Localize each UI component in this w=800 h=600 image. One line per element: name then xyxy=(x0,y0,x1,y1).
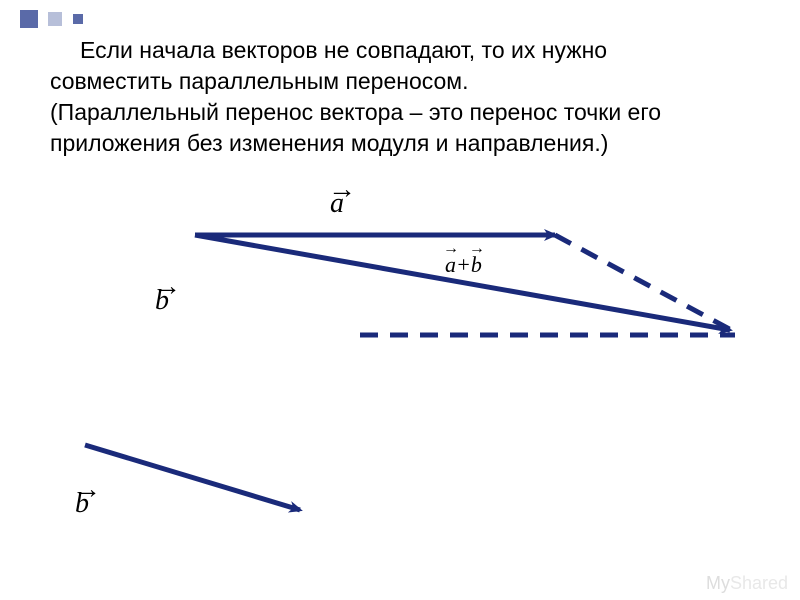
vector-b-dashed-diag xyxy=(555,235,735,332)
deco-sq-3 xyxy=(73,14,83,24)
paragraph: Если начала векторов не совпадают, то их… xyxy=(50,35,770,159)
label-sum: →a+→b xyxy=(445,252,482,278)
watermark: MyShared xyxy=(706,573,788,594)
corner-decoration xyxy=(20,10,89,28)
watermark-left: My xyxy=(706,573,730,593)
text-line-4: приложения без изменения модуля и направ… xyxy=(50,130,608,156)
label-b-bottom: →b xyxy=(75,488,89,520)
vector-b-bottom xyxy=(85,445,300,510)
label-a: →a xyxy=(330,188,344,220)
watermark-right: Shared xyxy=(730,573,788,593)
text-line-1: Если начала векторов не совпадают, то их… xyxy=(80,37,607,63)
text-line-3: (Параллельный перенос вектора – это пере… xyxy=(50,99,661,125)
vector-sum xyxy=(195,235,730,330)
vector-diagram xyxy=(0,170,800,570)
deco-sq-1 xyxy=(20,10,38,28)
label-b-top: →b xyxy=(155,285,169,317)
text-line-2: совместить параллельным переносом. xyxy=(50,68,469,94)
deco-sq-2 xyxy=(48,12,62,26)
